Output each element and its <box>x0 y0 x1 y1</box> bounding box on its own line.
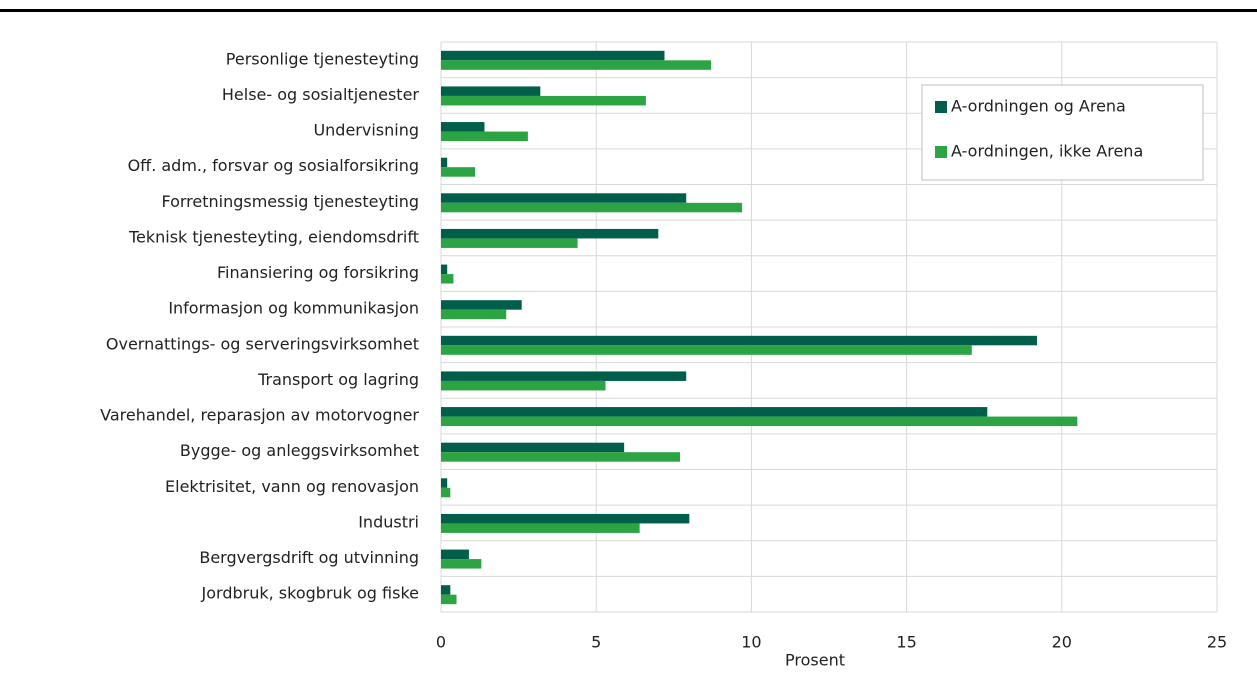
bar <box>441 86 541 96</box>
bar <box>441 371 687 381</box>
bar <box>441 345 972 355</box>
bar <box>441 157 448 168</box>
legend-swatch <box>935 101 947 113</box>
y-tick-label: Undervisning <box>313 121 419 140</box>
y-tick-label: Forretningsmessig tjenesteyting <box>161 192 419 211</box>
bar <box>441 300 522 310</box>
bar <box>441 407 988 417</box>
top-rule <box>0 9 1257 12</box>
legend-label: A-ordningen, ikke Arena <box>951 142 1143 161</box>
x-tick-label: 15 <box>896 633 916 652</box>
x-tick-label: 0 <box>436 633 446 652</box>
bar <box>441 122 485 132</box>
bar <box>441 50 665 61</box>
bar <box>441 487 451 498</box>
bar <box>441 193 687 203</box>
bar <box>441 442 625 453</box>
bar <box>441 335 1037 346</box>
y-tick-label: Elektrisitet, vann og renovasjon <box>165 477 419 496</box>
legend-label: A-ordningen og Arena <box>951 97 1126 116</box>
bar <box>441 264 448 275</box>
y-tick-label: Helse- og sosialtjenester <box>222 85 420 104</box>
x-tick-label: 10 <box>741 633 761 652</box>
bar <box>441 523 640 533</box>
y-tick-label: Industri <box>358 512 419 531</box>
bar <box>441 549 469 560</box>
legend-swatch <box>935 146 947 158</box>
bar <box>441 559 482 569</box>
y-tick-label: Jordbruk, skogbruk og fiske <box>201 584 419 603</box>
bar <box>441 309 507 320</box>
y-tick-label: Bygge- og anleggsvirksomhet <box>180 441 419 460</box>
legend-box <box>921 84 1204 181</box>
bar <box>441 95 646 106</box>
y-tick-label: Informasjon og kommunikasjon <box>168 299 419 318</box>
y-tick-label: Overnattings- og serveringsvirksomhet <box>106 334 419 353</box>
bar <box>441 513 690 524</box>
bar <box>441 228 659 239</box>
bar <box>441 585 451 595</box>
x-tick-label: 5 <box>591 633 601 652</box>
bar <box>441 594 457 605</box>
bar <box>441 380 606 391</box>
x-tick-label: 20 <box>1052 633 1072 652</box>
bar <box>441 131 528 142</box>
x-tick-label: 25 <box>1207 633 1227 652</box>
y-tick-label: Bergvergsdrift og utvinning <box>199 548 419 567</box>
bar <box>441 452 681 462</box>
y-tick-label: Personlige tjenesteyting <box>226 49 419 68</box>
bar <box>441 202 743 213</box>
bar <box>441 478 448 488</box>
bar <box>441 167 476 177</box>
y-tick-label: Teknisk tjenesteyting, eiendomsdrift <box>128 227 419 246</box>
y-tick-label: Varehandel, reparasjon av motorvogner <box>100 406 419 425</box>
y-tick-label: Transport og lagring <box>257 370 419 389</box>
bar <box>441 416 1078 427</box>
bar <box>441 60 712 70</box>
bar <box>441 238 578 248</box>
x-axis-label: Prosent <box>785 651 845 670</box>
bar <box>441 274 454 284</box>
y-tick-label: Off. adm., forsvar og sosialforsikring <box>128 156 419 175</box>
y-tick-label: Finansiering og forsikring <box>217 263 419 282</box>
